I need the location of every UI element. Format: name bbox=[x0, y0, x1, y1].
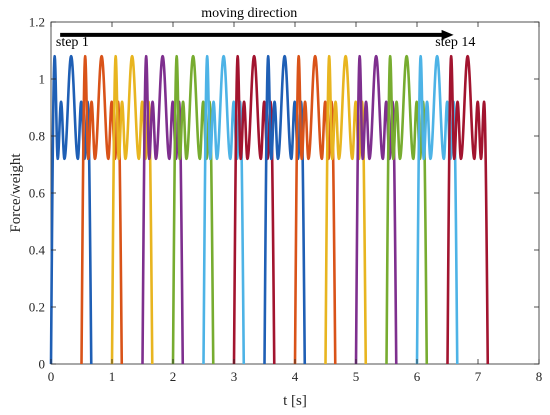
y-tick-label: 0.8 bbox=[29, 129, 45, 144]
y-tick-label: 0.6 bbox=[29, 186, 46, 201]
x-tick-label: 0 bbox=[48, 369, 55, 384]
step-11-curve bbox=[354, 54, 398, 365]
y-tick-label: 0.4 bbox=[29, 243, 46, 258]
step-14-label: step 14 bbox=[435, 35, 475, 50]
y-tick-label: 0 bbox=[39, 357, 46, 372]
y-tick-label: 0.2 bbox=[29, 300, 45, 315]
x-axis-ticks: 0 1 2 3 4 5 6 7 8 bbox=[48, 22, 543, 384]
step-1-label: step 1 bbox=[56, 35, 89, 50]
step-13-curve bbox=[415, 54, 459, 365]
step-10-curve bbox=[324, 54, 368, 365]
y-axis-label: Force/weight bbox=[8, 153, 24, 233]
x-axis-label: t [s] bbox=[283, 393, 307, 409]
step-2-curve bbox=[80, 54, 124, 365]
y-axis-ticks: 0 0.2 0.4 0.6 0.8 1 1.2 bbox=[29, 15, 539, 372]
step-5-curve bbox=[171, 54, 215, 365]
x-tick-label: 2 bbox=[170, 369, 177, 384]
x-tick-label: 4 bbox=[292, 369, 299, 384]
step-4-curve bbox=[141, 54, 185, 365]
step-6-curve bbox=[202, 54, 246, 365]
y-tick-label: 1.2 bbox=[29, 15, 45, 30]
step-8-curve bbox=[263, 54, 307, 365]
step-9-curve bbox=[293, 54, 337, 365]
step-1-curve bbox=[49, 54, 93, 365]
x-tick-label: 6 bbox=[414, 369, 421, 384]
x-tick-label: 3 bbox=[231, 369, 238, 384]
x-tick-label: 7 bbox=[475, 369, 482, 384]
y-tick-label: 1 bbox=[39, 72, 46, 87]
x-tick-label: 1 bbox=[109, 369, 116, 384]
step-12-curve bbox=[385, 54, 429, 365]
direction-arrowhead bbox=[441, 29, 454, 40]
step-14-curve bbox=[446, 54, 490, 365]
step-7-curve bbox=[232, 54, 276, 365]
step-curves bbox=[49, 54, 490, 365]
step-3-curve bbox=[110, 54, 154, 365]
x-tick-label: 5 bbox=[353, 369, 360, 384]
x-tick-label: 8 bbox=[536, 369, 543, 384]
moving-direction-label: moving direction bbox=[201, 6, 297, 21]
annotations: moving direction step 1 step 14 bbox=[56, 6, 475, 50]
